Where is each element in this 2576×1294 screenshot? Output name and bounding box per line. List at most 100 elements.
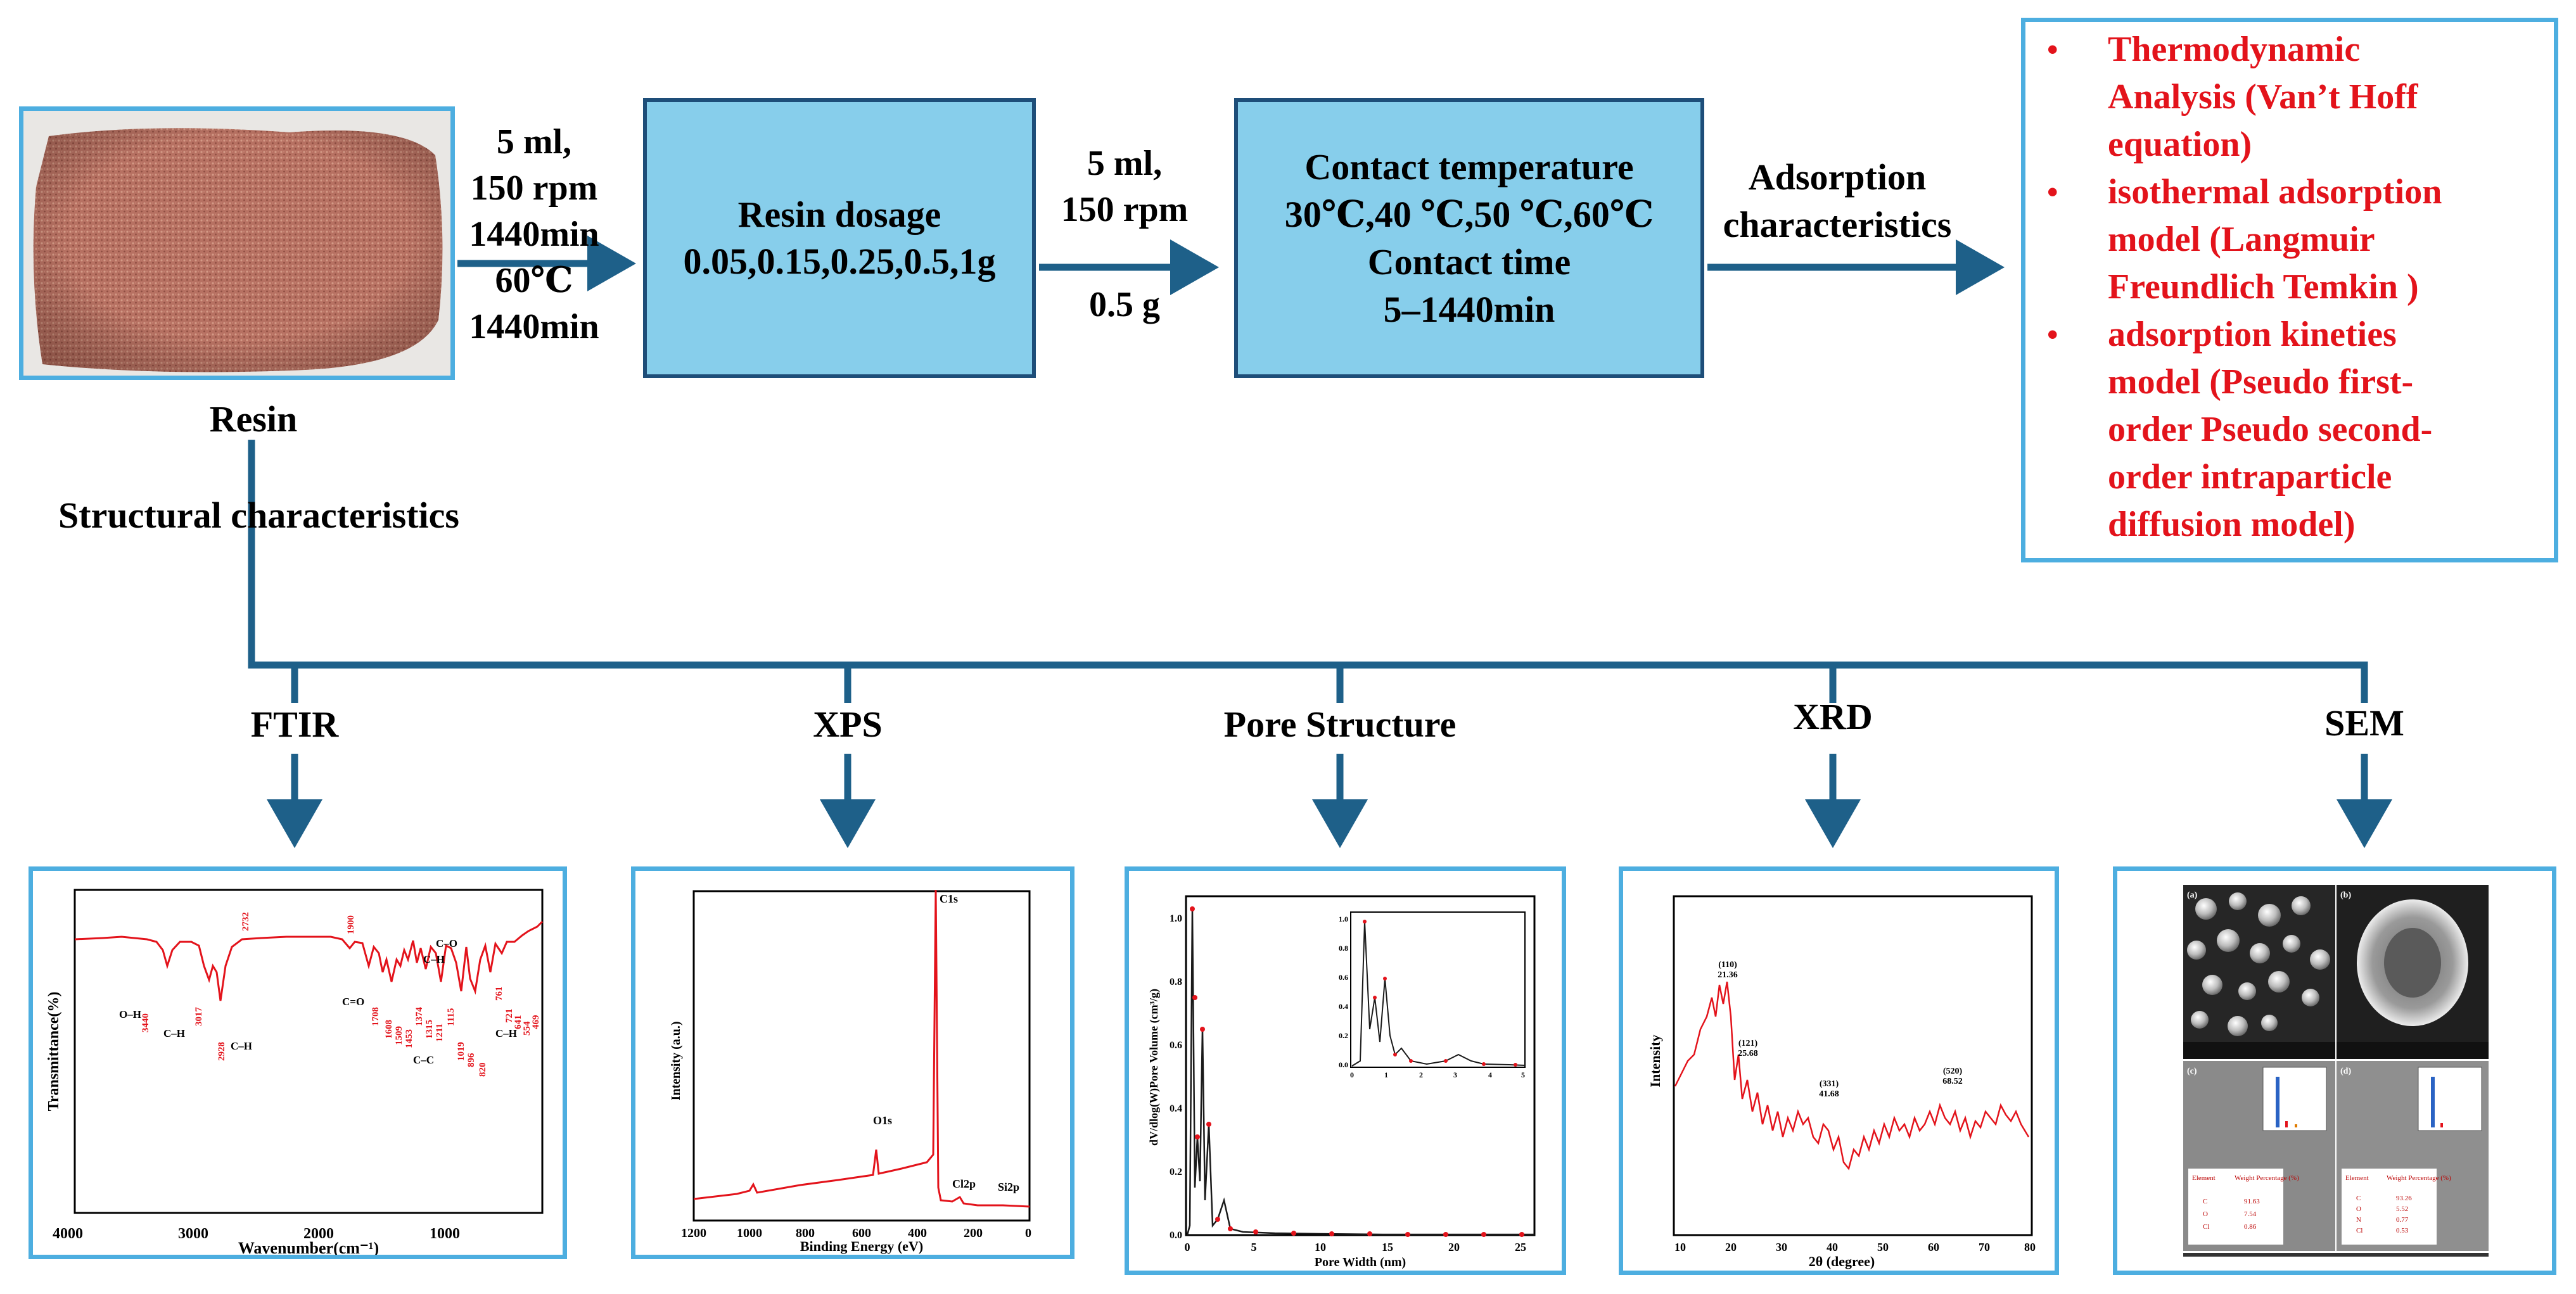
- xps-peak-label: Si2p: [998, 1181, 1019, 1193]
- sem-table-cell: 93.26: [2396, 1195, 2412, 1202]
- method-text: Thermodynamic Analysis (Van’t Hoff equat…: [2108, 30, 2418, 164]
- sem-table-header: Element: [2192, 1174, 2216, 1182]
- xps-x-tick: 800: [796, 1226, 815, 1240]
- adsorption-label-line: characteristics: [1723, 204, 1952, 245]
- step2-param: 5 ml,: [1087, 144, 1163, 183]
- ftir-peak-label: 1708: [371, 1007, 381, 1026]
- xrd-x-tick: 80: [2024, 1241, 2036, 1253]
- sem-panel-label: (b): [2340, 891, 2351, 900]
- sem-image-c: Element Weight Percentage (%) C 91.63 O …: [2183, 1061, 2335, 1251]
- pore-y-tick: 0.6: [1170, 1040, 1182, 1051]
- ftir-peak-label: 721: [504, 1009, 514, 1024]
- sem-panel-label: (d): [2340, 1067, 2351, 1076]
- method-item: • Thermodynamic Analysis (Van’t Hoff equa…: [2025, 26, 2554, 168]
- pore-x-tick: 25: [1515, 1241, 1526, 1253]
- pore-inset-x-tick: 0: [1350, 1070, 1354, 1079]
- xrd-peak-hkl: (520): [1943, 1067, 1963, 1076]
- sem-table-header: Element: [2345, 1174, 2369, 1182]
- technique-label-pore: Pore Structure: [1223, 704, 1457, 745]
- sem-table-cell: O: [2203, 1210, 2208, 1218]
- methods-list: • Thermodynamic Analysis (Van’t Hoff equa…: [2025, 26, 2554, 549]
- xrd-peak-hkl: (110): [1718, 960, 1737, 970]
- sem-table-cell: 91.63: [2244, 1198, 2260, 1205]
- ftir-group-label: C–H: [423, 953, 445, 965]
- step1-params: 5 ml, 150 rpm 1440min 60℃ 1440min: [455, 119, 613, 350]
- pore-x-tick: 0: [1185, 1241, 1190, 1253]
- dosage-title: Resin dosage: [737, 193, 941, 235]
- pore-inset-x-tick: 3: [1453, 1070, 1457, 1079]
- xrd-x-tick: 10: [1674, 1241, 1686, 1253]
- xrd-peak-hkl: (331): [1820, 1079, 1839, 1089]
- sem-table-cell: 7.54: [2244, 1210, 2257, 1218]
- resin-photo: [19, 106, 455, 380]
- ftir-peak-label: 1211: [435, 1024, 445, 1042]
- step2-params-top: 5 ml, 150 rpm: [1039, 141, 1210, 233]
- sem-panel-label: (a): [2187, 891, 2198, 900]
- step1-param: 60℃: [495, 261, 573, 300]
- ftir-peak-label: 1453: [404, 1029, 414, 1048]
- ftir-peak-label: 896: [466, 1053, 476, 1067]
- ftir-spectrum-panel: 4000 3000 2000 1000 Wavenumber(cm⁻¹) Tra…: [29, 866, 567, 1259]
- ftir-x-axis-label: Wavenumber(cm⁻¹): [238, 1239, 379, 1255]
- sem-table-cell: 5.52: [2396, 1205, 2408, 1213]
- ftir-x-tick: 2000: [303, 1226, 334, 1242]
- xrd-axes-frame: [1673, 895, 2033, 1236]
- step1-param: 150 rpm: [470, 168, 598, 208]
- technique-label-xrd: XRD: [1793, 696, 1873, 737]
- pore-y-tick: 1.0: [1170, 913, 1182, 924]
- xrd-peak-pos: 41.68: [1819, 1089, 1839, 1099]
- pore-inset-y-tick: 0.2: [1339, 1031, 1348, 1040]
- step2-param: 150 rpm: [1061, 190, 1189, 229]
- adsorption-characteristics-label: Adsorption characteristics: [1704, 153, 1970, 248]
- ftir-x-tick: 4000: [53, 1226, 83, 1242]
- adsorption-label-line: Adsorption: [1748, 156, 1927, 198]
- sem-table-cell: 0.77: [2396, 1216, 2409, 1224]
- bullet-icon: •: [2047, 32, 2058, 67]
- ftir-group-label: O–H: [119, 1008, 141, 1020]
- xrd-x-axis-label: 2θ (degree): [1809, 1253, 1875, 1269]
- adsorption-methods-box: • Thermodynamic Analysis (Van’t Hoff equa…: [2021, 18, 2558, 562]
- xrd-y-axis-label: Intensity: [1647, 1034, 1663, 1087]
- pore-y-tick: 0.2: [1170, 1167, 1182, 1177]
- xps-y-axis-label: Intensity (a.u.): [669, 1021, 683, 1100]
- method-text: isothermal adsorption model (Langmuir Fr…: [2108, 172, 2442, 307]
- pore-y-axis-label: dV/dlog(W)Pore Volume (cm³/g): [1147, 989, 1161, 1146]
- ftir-group-label: C=O: [342, 996, 364, 1008]
- pore-inset-y-tick: 0.0: [1339, 1060, 1348, 1069]
- structural-characteristics-label: Structural characteristics: [58, 495, 459, 536]
- pore-x-tick: 5: [1251, 1241, 1257, 1253]
- ftir-axes-frame: [73, 889, 544, 1214]
- contact-time-title: Contact time: [1367, 241, 1571, 282]
- pore-x-tick: 15: [1382, 1241, 1393, 1253]
- xps-spectrum-panel: 1200 1000 800 600 400 200 0 Binding Ener…: [631, 866, 1074, 1259]
- ftir-x-tick: 3000: [178, 1226, 208, 1242]
- step1-param: 1440min: [469, 215, 599, 254]
- sem-table-cell: N: [2356, 1216, 2361, 1224]
- xps-x-tick: 1200: [681, 1226, 706, 1240]
- xrd-x-tick: 30: [1776, 1241, 1787, 1253]
- xrd-x-tick: 60: [1928, 1241, 1939, 1253]
- xps-x-axis-label: Binding Energy (eV): [800, 1238, 923, 1254]
- technique-label-xps: XPS: [813, 704, 883, 745]
- xps-peak-label: Cl2p: [952, 1177, 976, 1190]
- xrd-x-tick: 20: [1725, 1241, 1737, 1253]
- ftir-peak-label: 820: [478, 1063, 488, 1077]
- ftir-peak-label: 761: [494, 987, 504, 1001]
- contact-temperature-title: Contact temperature: [1304, 146, 1634, 187]
- ftir-y-axis-label: Transmittance(%): [46, 992, 62, 1112]
- contact-temperature-values: 30℃,40 ℃,50 ℃,60℃: [1284, 194, 1654, 235]
- ftir-peak-label: 1115: [446, 1008, 456, 1026]
- xps-x-tick: 600: [852, 1226, 871, 1240]
- pore-x-tick: 20: [1448, 1241, 1460, 1253]
- sem-table-cell: 0.86: [2244, 1223, 2257, 1231]
- resin-granules-image: [33, 128, 443, 372]
- sem-image-a: (a): [2183, 885, 2335, 1059]
- sem-image-d: Element Weight Percentage (%) C 93.26 O …: [2337, 1061, 2489, 1251]
- ftir-group-label: C–H: [231, 1040, 252, 1052]
- dosage-values: 0.05,0.15,0.25,0.5,1g: [683, 241, 996, 282]
- sem-table-cell: C: [2356, 1195, 2361, 1202]
- pore-axes-frame: [1185, 895, 1536, 1236]
- ftir-group-label: C–C: [413, 1054, 434, 1066]
- contact-time-values: 5–1440min: [1383, 289, 1555, 330]
